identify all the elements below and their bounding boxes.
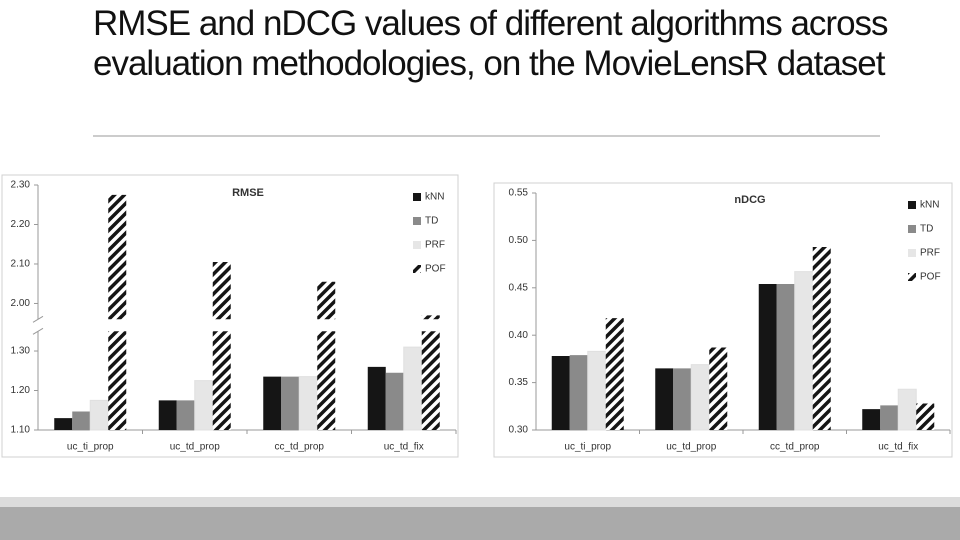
legend-label: PRF <box>425 240 445 251</box>
chart-frame <box>1 174 459 458</box>
legend-swatch <box>413 265 421 273</box>
bar <box>916 403 935 430</box>
y-tick-label: 0.35 <box>509 377 529 388</box>
legend-label: TD <box>920 224 933 235</box>
legend-swatch <box>908 201 916 209</box>
y-tick-label: 0.30 <box>509 425 529 436</box>
x-tick-label: cc_td_prop <box>770 442 820 453</box>
x-tick-label: cc_td_prop <box>275 442 325 453</box>
bar <box>212 262 231 430</box>
bar <box>385 372 404 430</box>
y-tick-label: 0.40 <box>509 330 529 341</box>
y-tick-label: 2.20 <box>11 219 31 230</box>
bar <box>263 376 282 430</box>
legend-label: kNN <box>920 200 939 211</box>
y-tick-label: 1.20 <box>11 385 31 396</box>
bar <box>673 368 692 430</box>
bar <box>812 247 831 430</box>
bar <box>54 418 73 430</box>
y-tick-label: 2.10 <box>11 259 31 270</box>
legend-label: kNN <box>425 192 444 203</box>
bar <box>655 368 674 430</box>
bar <box>421 315 440 430</box>
legend-swatch <box>413 241 421 249</box>
slide-title: RMSE and nDCG values of different algori… <box>93 4 889 83</box>
bar <box>281 376 300 430</box>
bar <box>176 400 195 430</box>
y-tick-label: 2.30 <box>11 180 31 191</box>
y-tick-label: 0.50 <box>509 235 529 246</box>
legend-label: POF <box>425 264 446 275</box>
legend-swatch <box>413 193 421 201</box>
bar <box>367 366 386 430</box>
legend-label: TD <box>425 216 438 227</box>
chart-title: nDCG <box>734 194 765 206</box>
bar <box>587 350 607 431</box>
footer-band <box>0 497 960 507</box>
x-tick-label: uc_td_prop <box>666 442 716 453</box>
bar <box>194 380 214 431</box>
axis-break-mark <box>32 315 44 335</box>
footer-bar <box>0 507 960 540</box>
chart-title: RMSE <box>232 187 264 199</box>
bar <box>108 194 127 430</box>
bar <box>690 364 710 431</box>
bar <box>880 405 899 430</box>
y-tick-label: 0.55 <box>509 188 529 199</box>
bar <box>758 284 777 430</box>
y-tick-label: 0.45 <box>509 282 529 293</box>
bar <box>72 411 91 430</box>
y-tick-label: 1.30 <box>11 346 31 357</box>
bar <box>862 409 881 430</box>
legend-swatch <box>413 217 421 225</box>
bar <box>89 399 109 431</box>
legend-swatch <box>908 249 916 257</box>
legend-swatch <box>908 273 916 281</box>
legend-label: POF <box>920 272 941 283</box>
y-tick-label: 1.10 <box>11 425 31 436</box>
x-tick-label: uc_ti_prop <box>564 442 611 453</box>
bar <box>794 271 814 431</box>
bar <box>776 284 795 430</box>
bar <box>897 388 917 431</box>
bar <box>569 355 588 430</box>
y-tick-label: 2.00 <box>11 298 31 309</box>
bar <box>403 346 423 431</box>
bar <box>317 281 336 430</box>
bar <box>605 318 624 430</box>
bar <box>158 400 177 430</box>
bar <box>298 376 318 431</box>
x-tick-label: uc_td_fix <box>384 442 424 453</box>
chart-frame <box>493 182 953 458</box>
legend-label: PRF <box>920 248 940 259</box>
legend-swatch <box>908 225 916 233</box>
x-tick-label: uc_ti_prop <box>67 442 114 453</box>
bar <box>709 347 728 430</box>
x-tick-label: uc_td_fix <box>878 442 918 453</box>
x-tick-label: uc_td_prop <box>170 442 220 453</box>
bar <box>551 356 570 430</box>
axis-break <box>32 319 44 332</box>
